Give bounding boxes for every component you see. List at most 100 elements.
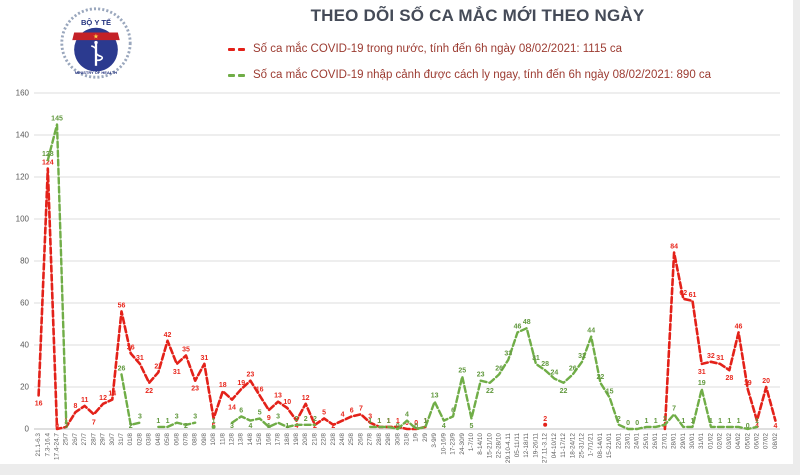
x-tick-label: 19-26/11 xyxy=(532,433,539,458)
x-tick-label: 22-28/10 xyxy=(496,433,503,459)
x-tick-label: 04-10/12 xyxy=(551,433,558,459)
x-tick-label: 28/7 xyxy=(90,433,97,446)
domestic-data-label: 10 xyxy=(283,399,291,406)
domestic-data-label: 18 xyxy=(219,382,227,389)
x-tick-label: 04/02 xyxy=(735,433,742,449)
domestic-data-label: 46 xyxy=(735,323,743,330)
x-tick-label: 08/02 xyxy=(772,433,779,449)
x-tick-label: 26/01 xyxy=(652,433,659,449)
imported-series-line xyxy=(157,421,197,429)
domestic-data-label: 0 xyxy=(405,420,409,427)
x-tick-label: 20/8 xyxy=(302,433,309,446)
imported-data-label: 3 xyxy=(276,414,280,421)
imported-data-label: 13 xyxy=(431,393,439,400)
imported-data-label: 2 xyxy=(295,416,299,423)
logo-star-icon: ★ xyxy=(93,33,99,41)
imported-data-label: 2 xyxy=(304,416,308,423)
imported-data-label: 1 xyxy=(423,418,427,425)
domestic-data-label: 12 xyxy=(99,395,107,402)
domestic-data-label: 12 xyxy=(302,395,310,402)
domestic-data-label: 2 xyxy=(313,423,317,430)
x-tick-label: 1/9 xyxy=(413,433,420,442)
imported-data-label: 1 xyxy=(285,423,289,430)
x-tick-label: 23/8 xyxy=(330,433,337,446)
x-tick-label: 27.11-3.12 xyxy=(542,433,549,464)
domestic-data-label: 4 xyxy=(773,423,777,430)
domestic-data-label: 9 xyxy=(267,415,271,422)
x-tick-label: 29/7 xyxy=(100,433,107,446)
imported-data-label: 0 xyxy=(635,420,639,427)
y-tick-label: 20 xyxy=(20,383,29,392)
domestic-data-label: 23 xyxy=(191,386,199,393)
x-tick-label: 11/8 xyxy=(219,433,226,445)
x-tick-label: 05-11/11 xyxy=(514,433,521,458)
x-tick-label: 16/8 xyxy=(265,433,272,446)
imported-data-label: 6 xyxy=(451,407,455,414)
x-tick-label: 08/8 xyxy=(192,433,199,446)
domestic-data-label: 19 xyxy=(237,380,245,387)
imported-data-label: 44 xyxy=(587,328,595,335)
x-tick-label: 07/8 xyxy=(182,433,189,446)
y-tick-label: 120 xyxy=(16,173,30,182)
x-tick-label: 31/7 xyxy=(118,433,125,446)
x-tick-label: 15-21/01 xyxy=(606,433,613,459)
x-tick-label: 15/8 xyxy=(256,433,263,446)
domestic-data-label: 35 xyxy=(182,347,190,354)
imported-data-label: 46 xyxy=(514,323,522,330)
imported-data-label: 4 xyxy=(442,423,446,430)
imported-data-label: 22 xyxy=(597,374,605,381)
x-tick-label: 30/7 xyxy=(109,433,116,446)
x-tick-label: 28/01 xyxy=(671,433,678,449)
x-tick-label: 01/8 xyxy=(127,433,134,446)
logo-top-text: BỘ Y TẾ xyxy=(81,17,111,27)
x-tick-label: 05/02 xyxy=(744,433,751,449)
domestic-data-label: 1 xyxy=(423,418,427,425)
domestic-data-label: 61 xyxy=(689,292,697,299)
imported-data-label: 19 xyxy=(698,380,706,387)
x-tick-label: 10-16/9 xyxy=(440,433,447,455)
imported-data-label: 33 xyxy=(504,351,512,358)
imported-data-label: 5 xyxy=(470,423,474,430)
domestic-data-label: 11 xyxy=(81,397,89,404)
right-edge-matte xyxy=(793,0,800,475)
domestic-data-label: 31 xyxy=(698,369,706,376)
imported-data-label: 1 xyxy=(727,418,731,425)
imported-data-label: 3 xyxy=(230,423,234,430)
imported-data-label: 4 xyxy=(405,412,409,419)
x-tick-label: 18/8 xyxy=(284,433,291,446)
y-tick-label: 40 xyxy=(20,341,29,350)
domestic-data-label: 1 xyxy=(377,418,381,425)
ministry-of-health-logo: BỘ Y TẾ ★ MINISTRY OF HEALTH xyxy=(60,7,132,79)
domestic-data-label: 2 xyxy=(331,423,335,430)
x-tick-label: 05/8 xyxy=(164,433,171,446)
x-tick-label: 03/8 xyxy=(146,433,153,446)
x-tick-label: 31/01 xyxy=(698,433,705,449)
x-tick-label: 22/8 xyxy=(321,433,328,446)
domestic-data-label: 62 xyxy=(679,290,687,297)
domestic-data-label: 36 xyxy=(127,344,135,351)
imported-data-label: 0 xyxy=(746,423,750,430)
imported-data-label: 1 xyxy=(654,418,658,425)
x-tick-label: 13/8 xyxy=(238,433,245,446)
domestic-data-label: 42 xyxy=(164,332,172,339)
logo-red-band xyxy=(72,32,120,41)
imported-data-label: 1 xyxy=(755,418,759,425)
x-tick-label: 07/02 xyxy=(763,433,770,449)
domestic-data-label: 84 xyxy=(670,244,678,251)
x-tick-label: 02/8 xyxy=(136,433,143,446)
imported-data-label: 1 xyxy=(267,423,271,430)
imported-data-label: 0 xyxy=(396,423,400,430)
imported-series-line xyxy=(230,415,317,429)
domestic-data-label: 1 xyxy=(387,418,391,425)
x-tick-label: 29/8 xyxy=(385,433,392,446)
imported-data-label: 0 xyxy=(626,420,630,427)
domestic-data-label: 0 xyxy=(663,423,667,430)
x-tick-label: 17/8 xyxy=(275,433,282,446)
domestic-data-label: 7 xyxy=(92,419,96,426)
x-tick-label: 17.4-24.7 xyxy=(54,433,61,460)
x-tick-label: 12/8 xyxy=(229,433,236,446)
imported-data-label: 26 xyxy=(118,365,126,372)
x-tick-label: 1-7/1/21 xyxy=(588,433,595,457)
imported-data-label: 15 xyxy=(606,389,614,396)
x-tick-label: 19/8 xyxy=(293,433,300,446)
